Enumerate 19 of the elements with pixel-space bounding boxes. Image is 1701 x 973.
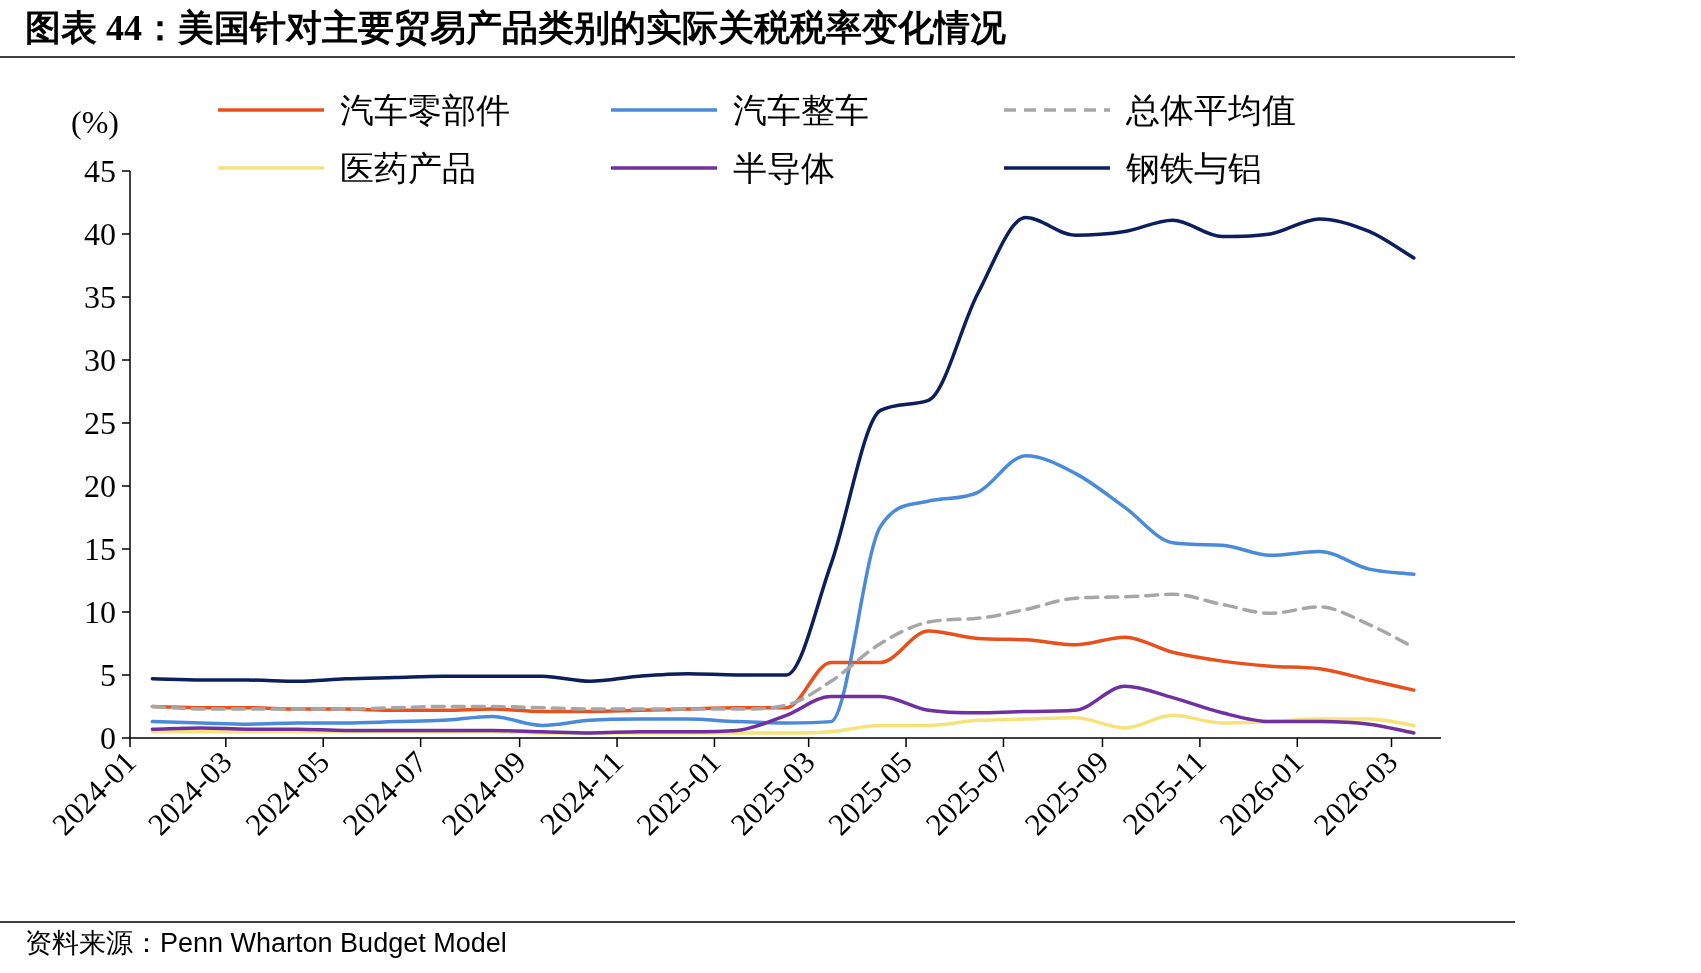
y-tick-label: 0 [100,720,116,756]
y-tick-label: 30 [84,342,116,378]
chart-title: 图表 44：美国针对主要贸易产品类别的实际关税税率变化情况 [25,8,1006,48]
legend-label: 半导体 [733,150,835,187]
y-tick-label: 40 [84,216,116,252]
y-axis-title: (%) [71,104,119,140]
y-tick-label: 5 [100,657,116,693]
y-tick-label: 15 [84,531,116,567]
y-tick-label: 45 [84,153,116,189]
legend-label: 汽车零部件 [340,92,510,129]
y-tick-label: 10 [84,594,116,630]
legend-label: 总体平均值 [1125,92,1296,129]
legend-label: 钢铁与铝 [1125,150,1262,187]
y-tick-label: 35 [84,279,116,315]
legend-label: 医药产品 [340,150,476,187]
legend-label: 汽车整车 [733,92,869,129]
y-tick-label: 25 [84,405,116,441]
y-tick-label: 20 [84,468,116,504]
text: 资料来源：Penn Wharton Budget Model [25,928,507,958]
